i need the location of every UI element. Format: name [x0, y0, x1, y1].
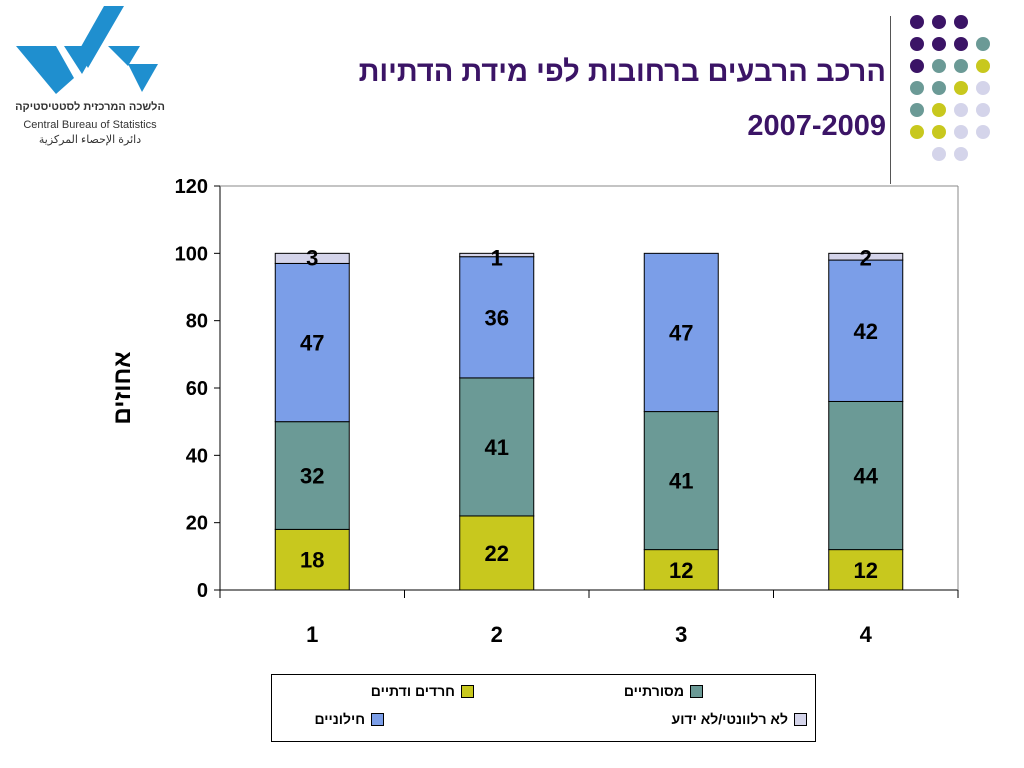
bar-segment	[459, 252, 535, 258]
y-tick-label: 80	[186, 311, 208, 333]
bar-segment	[643, 549, 719, 591]
title-divider	[890, 16, 891, 184]
x-tick-label: 3	[675, 622, 687, 647]
bar-segment	[643, 411, 719, 551]
decor-dot	[954, 81, 968, 95]
bar-data-label: 32	[300, 464, 324, 489]
legend-item-secular: חילוניים	[314, 711, 384, 727]
bar-data-label: 2	[860, 245, 872, 270]
chart-legend: חרדים ודתיים מסורתיים חילוניים לא רלוונט…	[271, 674, 816, 742]
bar-data-label: 36	[485, 305, 509, 330]
decor-dot	[910, 37, 924, 51]
bar-data-label: 42	[854, 319, 878, 344]
legend-label: מסורתיים	[623, 683, 684, 699]
y-tick-label: 40	[186, 445, 208, 467]
decorative-dots	[910, 15, 990, 161]
legend-swatch	[461, 684, 474, 698]
legend-label: חילוניים	[314, 711, 365, 727]
legend-swatch	[371, 712, 384, 726]
bar-data-label: 12	[854, 558, 878, 583]
bar-data-label: 22	[485, 541, 509, 566]
bar-segment	[274, 421, 350, 530]
decor-dot	[910, 125, 924, 139]
y-tick-label: 120	[175, 176, 208, 198]
decor-dot	[932, 103, 946, 117]
bar-segment	[459, 377, 535, 517]
legend-item-unknown: לא רלוונטי/לא ידוע	[672, 711, 807, 727]
legend-label: חרדים ודתיים	[370, 683, 455, 699]
x-tick-label: 1	[306, 622, 318, 647]
page-subtitle-years: 2007-2009	[747, 110, 886, 142]
decor-dot	[954, 147, 968, 161]
bar-data-label: 47	[669, 320, 693, 345]
decor-dot	[954, 15, 968, 29]
legend-swatch	[794, 712, 807, 726]
decor-dot	[954, 37, 968, 51]
legend-item-traditional: מסורתיים	[624, 683, 703, 699]
decor-dot	[976, 59, 990, 73]
x-tick-label: 2	[491, 622, 503, 647]
logo-arabic-name: دائرة الإحصاء المركزية	[38, 134, 142, 146]
y-tick-label: 0	[197, 580, 208, 602]
y-tick-label: 20	[186, 513, 208, 535]
bar-segment	[459, 256, 535, 379]
bar-data-label: 47	[300, 331, 324, 356]
decor-dot	[910, 103, 924, 117]
decor-dot	[954, 125, 968, 139]
decor-dot	[910, 81, 924, 95]
page-title: הרכב הרבעים ברחובות לפי מידת הדתיות	[358, 56, 886, 88]
decor-dot	[910, 59, 924, 73]
bar-segment	[828, 400, 904, 551]
decor-dot	[910, 15, 924, 29]
y-tick-label: 100	[175, 243, 208, 265]
x-tick-label: 4	[860, 622, 873, 647]
bar-segment	[459, 515, 535, 591]
logo-english-name: Central Bureau of Statistics	[23, 119, 157, 131]
decor-dot	[932, 81, 946, 95]
decor-dot	[932, 147, 946, 161]
decor-dot	[932, 59, 946, 73]
decor-dot	[932, 15, 946, 29]
cbs-logo: הלשכה המרכזית לסטטיסטיקה Central Bureau …	[10, 6, 170, 156]
legend-label: לא רלוונטי/לא ידוע	[671, 711, 788, 727]
bar-data-label: 41	[669, 469, 693, 494]
legend-swatch	[690, 684, 703, 698]
bar-data-label: 3	[306, 245, 318, 270]
bar-data-label: 18	[300, 548, 324, 573]
legend-item-haredi-religious: חרדים ודתיים	[371, 683, 474, 699]
decor-dot	[954, 103, 968, 117]
decor-dot	[932, 125, 946, 139]
bar-data-label: 44	[854, 464, 879, 489]
bar-segment	[828, 549, 904, 591]
bar-segment	[828, 252, 904, 261]
y-axis-label: אחוזים	[109, 351, 136, 424]
y-tick-label: 60	[186, 378, 208, 400]
bar-segment	[274, 528, 350, 591]
bar-segment	[274, 252, 350, 264]
bar-data-label: 41	[485, 435, 509, 460]
bar-segment	[274, 262, 350, 423]
decor-dot	[976, 103, 990, 117]
logo-hebrew-name: הלשכה המרכזית לסטטיסטיקה	[15, 101, 165, 113]
decor-dot	[954, 59, 968, 73]
cbs-logo-icon	[16, 6, 158, 94]
decor-dot	[976, 37, 990, 51]
bar-data-label: 1	[491, 245, 503, 270]
decor-dot	[976, 125, 990, 139]
decor-dot	[932, 37, 946, 51]
bar-segment	[643, 252, 719, 413]
bar-data-label: 12	[669, 558, 693, 583]
decor-dot	[976, 81, 990, 95]
